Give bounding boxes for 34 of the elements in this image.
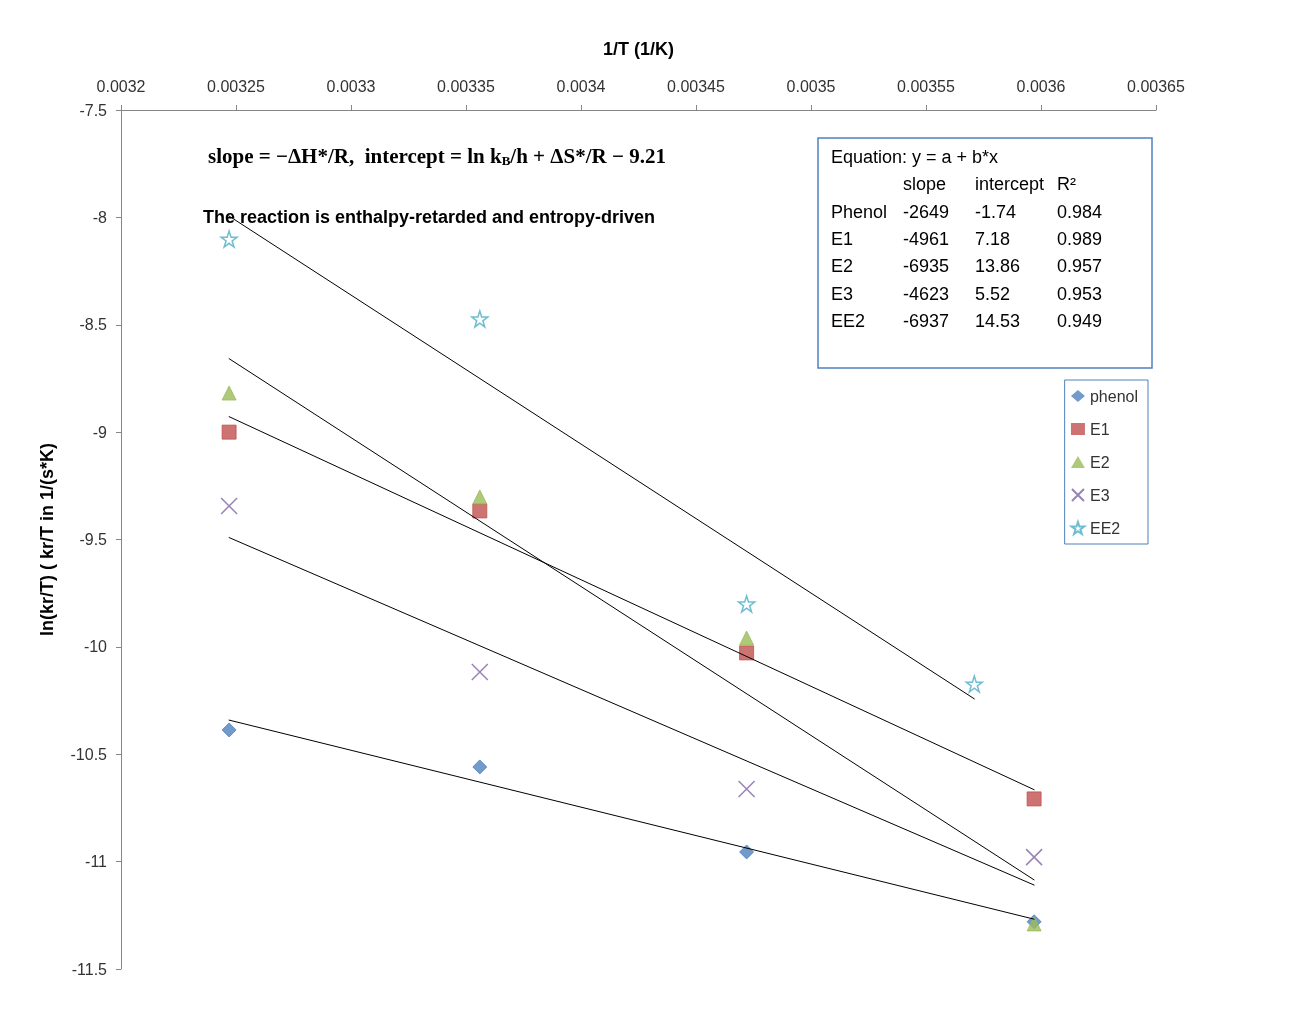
x-tick-label: 0.0034 — [556, 77, 606, 95]
text: E1 -4961 7.18 0.989 — [831, 228, 1103, 249]
legend-label: E3 — [1089, 486, 1110, 504]
x-tick-label: 0.0035 — [786, 77, 836, 95]
y-tick-label: -8.5 — [79, 316, 108, 334]
y-axis-title: ln(kr/T) ( kr/T in 1/(s*K) — [37, 442, 57, 637]
text: slope intercept R² — [903, 174, 1076, 195]
x-tick-label: 0.0033 — [326, 77, 376, 95]
x-tick-label: 0.00365 — [1127, 77, 1186, 95]
text: EE2 -6937 14.53 0.949 — [831, 310, 1103, 331]
y-tick-label: -11 — [85, 853, 108, 871]
x-tick-label: 0.00335 — [437, 77, 496, 95]
text: E2 -6935 13.86 0.957 — [831, 256, 1103, 277]
y-tick-label: -10.5 — [70, 745, 108, 763]
annotation: The reaction is enthalpy-retarded and entropy-driven — [203, 207, 656, 227]
legend-label: phenol — [1089, 387, 1138, 405]
x-tick-label: 0.0032 — [96, 77, 146, 95]
x-axis-title: 1/T (1/K) — [602, 39, 675, 59]
y-tick-label: -9.5 — [79, 531, 108, 548]
text: E3 -4623 5.52 0.953 — [831, 283, 1103, 304]
y-tick-label: -10 — [83, 638, 108, 656]
x-tick-label: 0.00355 — [897, 77, 956, 95]
y-tick-label: -11.5 — [71, 960, 108, 978]
legend-label: E1 — [1089, 420, 1110, 438]
x-tick-label: 0.00345 — [667, 77, 726, 95]
y-tick-label: -8 — [92, 208, 108, 226]
annotation: Equation: y = a + b*x — [831, 147, 999, 167]
text: Phenol -2649 -1.74 0.984 — [831, 201, 1103, 222]
legend-label: EE2 — [1089, 519, 1121, 537]
x-tick-label: 0.0036 — [1016, 77, 1066, 95]
y-tick-label: -7.5 — [79, 101, 108, 119]
y-tick-label: -9 — [92, 423, 108, 441]
x-tick-label: 0.00325 — [207, 77, 266, 95]
legend-label: E2 — [1089, 453, 1110, 471]
